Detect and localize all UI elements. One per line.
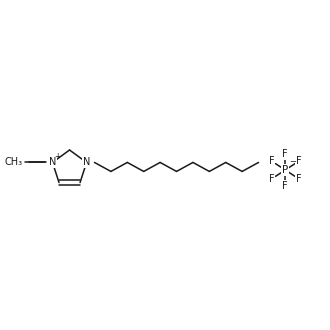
Text: F: F: [269, 174, 275, 184]
Text: F: F: [296, 174, 302, 184]
Text: +: +: [54, 152, 61, 161]
Text: −: −: [289, 157, 296, 167]
Text: P: P: [282, 165, 288, 175]
Text: F: F: [282, 181, 288, 191]
Text: N: N: [83, 157, 90, 167]
Text: F: F: [296, 156, 302, 166]
Text: F: F: [282, 149, 288, 159]
Text: F: F: [269, 156, 275, 166]
Text: N: N: [49, 157, 56, 167]
Text: CH₃: CH₃: [5, 157, 23, 167]
